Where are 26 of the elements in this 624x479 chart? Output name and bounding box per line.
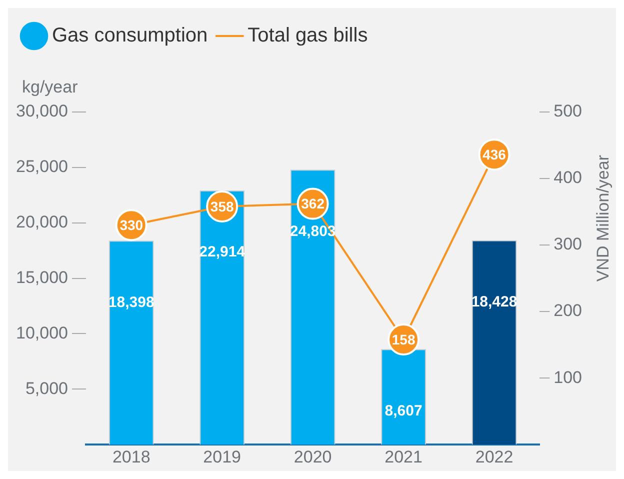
y-tick-label: 30,000 <box>16 102 68 121</box>
y2-tick-label: 500 <box>554 102 582 121</box>
y2-tick-label: 200 <box>554 301 582 320</box>
y-tick-label: 10,000 <box>16 323 68 342</box>
y-tick-label: 20,000 <box>16 212 68 232</box>
y-axis-title: kg/year <box>22 78 78 97</box>
x-tick-label: 2019 <box>203 447 241 466</box>
data-label: 330 <box>120 216 144 233</box>
x-tick-label: 2020 <box>294 447 332 466</box>
y-tick-label: 25,000 <box>16 157 68 176</box>
y-tick-label: 15,000 <box>16 268 68 287</box>
y2-tick-label: 300 <box>554 234 582 254</box>
y-tick-label: 5,000 <box>25 378 68 398</box>
data-label: 358 <box>210 198 234 214</box>
data-label: 158 <box>392 331 416 348</box>
y2-axis-title: VND Million/year <box>594 154 613 282</box>
data-label: 436 <box>482 146 506 162</box>
x-tick-label: 2022 <box>475 447 514 466</box>
data-label: 362 <box>301 196 325 212</box>
y2-tick-label: 400 <box>554 168 582 188</box>
x-tick-label: 2018 <box>112 447 150 466</box>
y2-tick-label: 100 <box>554 368 582 387</box>
legend-label: Total gas bills <box>248 24 368 47</box>
x-tick-label: 2021 <box>384 447 422 466</box>
data-label: 8,607 <box>384 402 422 420</box>
legend-label: Gas consumption <box>52 24 208 47</box>
